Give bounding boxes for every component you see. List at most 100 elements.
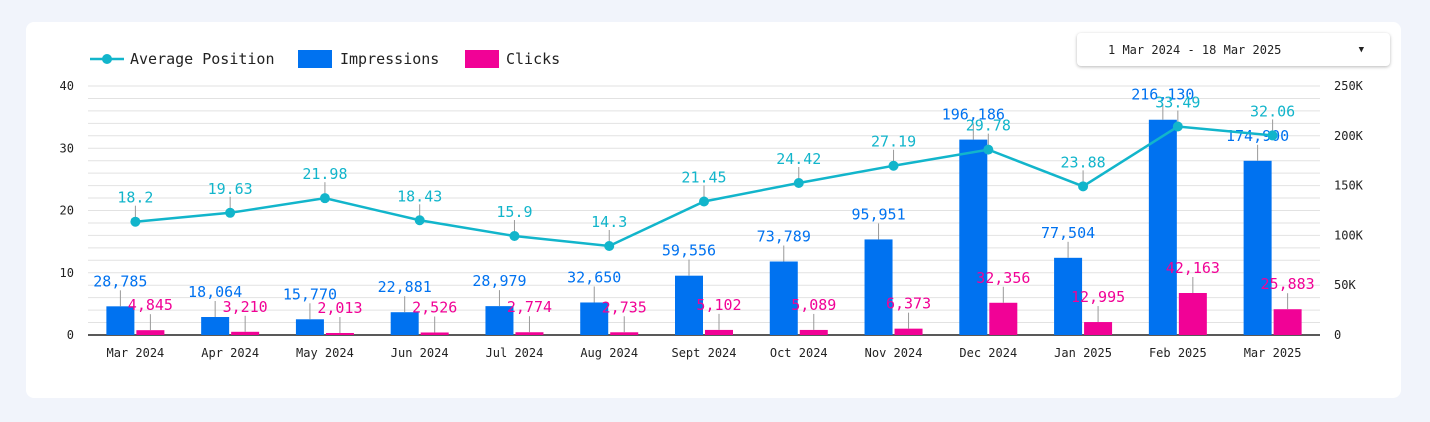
impressions-bar xyxy=(295,319,324,335)
clicks-bar xyxy=(420,332,449,335)
average-position-point xyxy=(130,216,141,227)
impressions-bar xyxy=(959,139,988,335)
x-tick-label: Sept 2024 xyxy=(671,346,736,360)
impressions-data-label: 28,979 xyxy=(472,272,526,290)
impressions-bar xyxy=(1243,160,1272,335)
x-tick-label: Aug 2024 xyxy=(580,346,638,360)
x-tick-label: Jan 2025 xyxy=(1054,346,1112,360)
clicks-bar xyxy=(799,329,828,335)
average-position-data-label: 21.98 xyxy=(302,165,347,183)
average-position-data-label: 18.2 xyxy=(117,189,153,207)
impressions-data-label: 18,064 xyxy=(188,283,242,301)
clicks-bar xyxy=(705,329,733,335)
clicks-bar xyxy=(610,332,639,335)
legend-impressions-label: Impressions xyxy=(340,50,439,68)
y-left-tick-label: 30 xyxy=(60,141,74,155)
impressions-bar xyxy=(675,275,703,335)
impressions-bar xyxy=(201,317,230,335)
clicks-data-label: 42,163 xyxy=(1166,259,1220,277)
average-position-data-label: 24.42 xyxy=(776,150,821,168)
average-position-point xyxy=(1078,181,1089,192)
average-position-point xyxy=(319,193,330,204)
x-tick-label: Feb 2025 xyxy=(1149,346,1207,360)
clicks-bar xyxy=(231,331,260,335)
average-position-data-label: 32.06 xyxy=(1250,102,1295,120)
impressions-data-label: 174,900 xyxy=(1226,127,1289,145)
clicks-data-label: 5,102 xyxy=(696,296,741,314)
clicks-bar xyxy=(136,330,165,335)
impressions-bar xyxy=(864,239,893,335)
date-range-label: 1 Mar 2024 - 18 Mar 2025 xyxy=(1108,42,1282,57)
clicks-data-label: 2,013 xyxy=(317,299,362,317)
average-position-data-label: 15.9 xyxy=(496,203,532,221)
y-left-tick-label: 10 xyxy=(60,266,74,280)
average-position-data-label: 33.49 xyxy=(1155,94,1200,112)
clicks-data-label: 2,774 xyxy=(507,298,552,316)
average-position-data-label: 18.43 xyxy=(397,187,442,205)
average-position-point xyxy=(509,231,520,242)
average-position-data-label: 27.19 xyxy=(871,133,916,151)
legend-average-position-label: Average Position xyxy=(130,50,275,68)
average-position-data-label: 23.88 xyxy=(1060,153,1105,171)
clicks-bar xyxy=(325,332,354,335)
average-position-point xyxy=(888,160,899,171)
impressions-data-label: 196,186 xyxy=(942,106,1005,124)
x-tick-label: Dec 2024 xyxy=(959,346,1017,360)
x-tick-label: Mar 2024 xyxy=(106,346,164,360)
x-tick-label: Jul 2024 xyxy=(486,346,544,360)
y-right-tick-label: 0 xyxy=(1334,328,1341,342)
x-tick-label: Jun 2024 xyxy=(391,346,449,360)
impressions-bar xyxy=(485,306,514,335)
impressions-data-label: 95,951 xyxy=(851,205,905,223)
legend-clicks-swatch xyxy=(465,50,499,68)
average-position-point xyxy=(1267,130,1278,141)
impressions-bar xyxy=(580,302,609,335)
clicks-data-label: 3,210 xyxy=(223,298,268,316)
clicks-bar xyxy=(989,302,1018,335)
average-position-point xyxy=(699,196,709,207)
impressions-data-label: 15,770 xyxy=(283,285,337,303)
impressions-data-label: 28,785 xyxy=(93,272,147,290)
average-position-point xyxy=(983,144,994,155)
impressions-data-label: 59,556 xyxy=(662,242,716,260)
impressions-data-label: 73,789 xyxy=(757,228,811,246)
y-right-tick-label: 250K xyxy=(1334,79,1364,93)
date-range-picker[interactable]: 1 Mar 2024 - 18 Mar 2025 ▼ xyxy=(1077,33,1390,66)
impressions-bar xyxy=(390,312,419,335)
clicks-data-label: 2,526 xyxy=(412,298,457,316)
y-right-tick-label: 200K xyxy=(1334,129,1364,143)
clicks-data-label: 4,845 xyxy=(128,296,173,314)
average-position-data-label: 14.3 xyxy=(591,213,627,231)
x-tick-label: May 2024 xyxy=(296,346,354,360)
average-position-data-label: 29.78 xyxy=(966,117,1011,135)
impressions-data-label: 22,881 xyxy=(378,278,432,296)
average-position-point xyxy=(604,240,615,251)
clicks-bar xyxy=(1178,293,1207,335)
y-right-tick-label: 100K xyxy=(1334,228,1364,242)
average-position-point xyxy=(1172,121,1183,132)
y-right-tick-label: 50K xyxy=(1334,278,1356,292)
x-tick-label: Mar 2025 xyxy=(1244,346,1302,360)
legend-clicks-label: Clicks xyxy=(506,50,560,68)
x-tick-label: Oct 2024 xyxy=(770,346,828,360)
average-position-data-label: 21.45 xyxy=(681,168,726,186)
impressions-bar xyxy=(1054,257,1083,335)
caret-down-icon[interactable]: ▼ xyxy=(1358,44,1364,55)
clicks-bar xyxy=(1273,309,1302,335)
y-right-tick-label: 150K xyxy=(1334,179,1364,193)
average-position-point xyxy=(414,215,425,226)
impressions-data-label: 216,130 xyxy=(1131,86,1194,104)
clicks-data-label: 12,995 xyxy=(1071,288,1125,306)
impressions-data-label: 32,650 xyxy=(567,268,621,286)
y-left-tick-label: 0 xyxy=(67,328,74,342)
impressions-bar xyxy=(769,261,798,335)
average-position-point xyxy=(793,177,804,188)
clicks-bar xyxy=(1084,322,1113,335)
clicks-bar xyxy=(894,328,923,335)
y-left-tick-label: 20 xyxy=(60,204,74,218)
legend-impressions-swatch xyxy=(298,50,332,68)
clicks-data-label: 32,356 xyxy=(976,269,1030,287)
clicks-bar xyxy=(515,332,544,335)
impressions-bar xyxy=(1148,119,1177,335)
